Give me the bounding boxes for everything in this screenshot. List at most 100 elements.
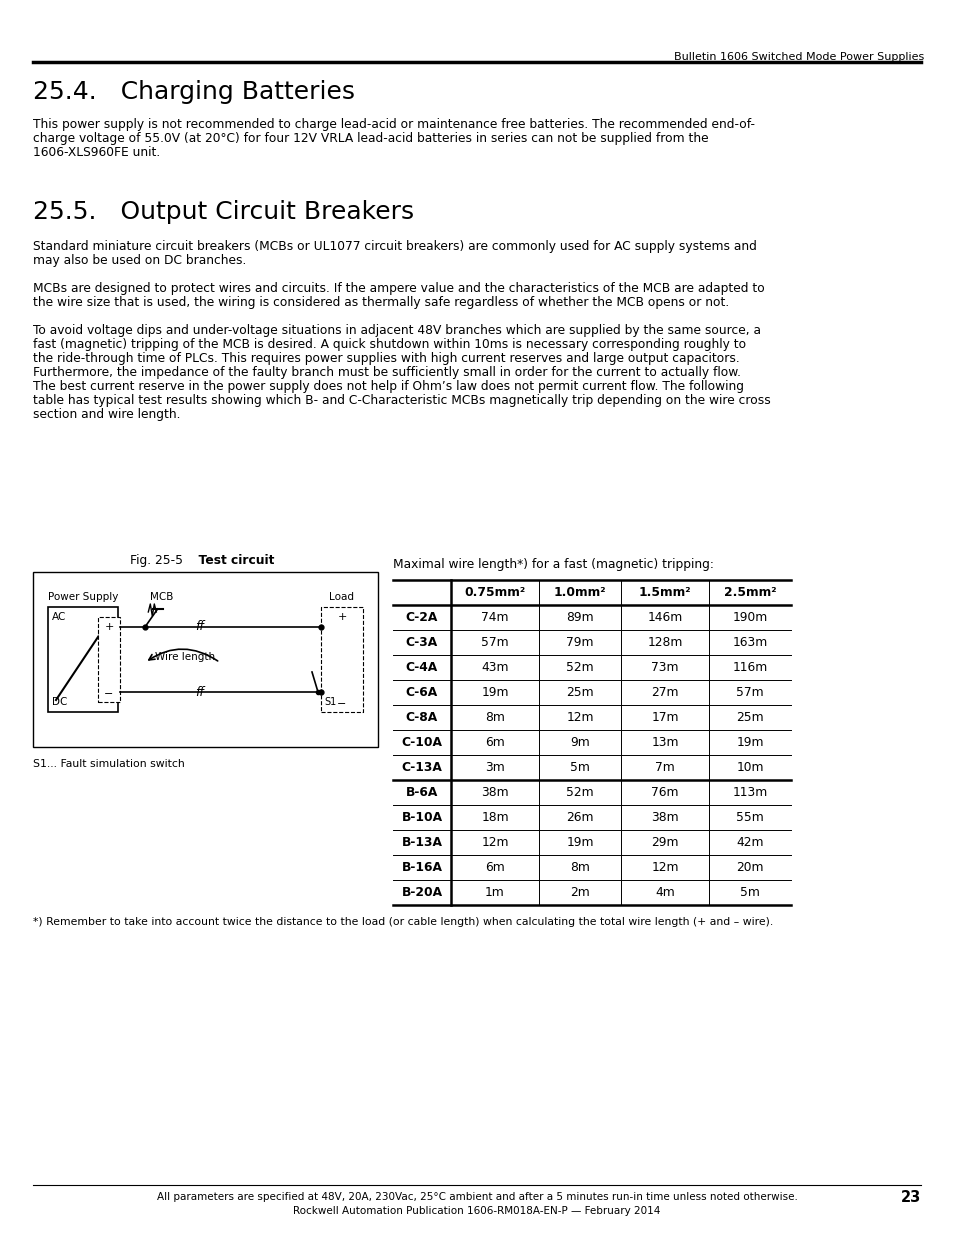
Text: B-6A: B-6A bbox=[405, 785, 437, 799]
Text: Test circuit: Test circuit bbox=[191, 555, 274, 567]
Text: −: − bbox=[337, 699, 346, 709]
Text: 55m: 55m bbox=[736, 811, 763, 824]
Text: 12m: 12m bbox=[651, 861, 678, 874]
Text: 13m: 13m bbox=[651, 736, 678, 748]
Text: 5m: 5m bbox=[570, 761, 589, 774]
Text: S1: S1 bbox=[324, 697, 335, 706]
Text: 190m: 190m bbox=[732, 611, 767, 624]
Text: 27m: 27m bbox=[651, 685, 678, 699]
Text: 6m: 6m bbox=[485, 861, 504, 874]
Text: 12m: 12m bbox=[566, 711, 593, 724]
Text: MCBs are designed to protect wires and circuits. If the ampere value and the cha: MCBs are designed to protect wires and c… bbox=[33, 282, 764, 295]
Text: MCB: MCB bbox=[150, 592, 173, 601]
Text: 17m: 17m bbox=[651, 711, 678, 724]
Text: Maximal wire length*) for a fast (magnetic) tripping:: Maximal wire length*) for a fast (magnet… bbox=[393, 558, 713, 571]
Text: 5m: 5m bbox=[740, 885, 760, 899]
Text: C-10A: C-10A bbox=[401, 736, 442, 748]
Text: 128m: 128m bbox=[647, 636, 682, 650]
Text: 4m: 4m bbox=[655, 885, 674, 899]
Text: The best current reserve in the power supply does not help if Ohm’s law does not: The best current reserve in the power su… bbox=[33, 380, 743, 393]
Text: 29m: 29m bbox=[651, 836, 678, 848]
Bar bbox=[320, 606, 363, 713]
Text: 10m: 10m bbox=[736, 761, 763, 774]
Text: 52m: 52m bbox=[565, 661, 593, 674]
Text: C-4A: C-4A bbox=[405, 661, 437, 674]
Text: 25.5.   Output Circuit Breakers: 25.5. Output Circuit Breakers bbox=[33, 200, 414, 224]
Text: 23: 23 bbox=[900, 1191, 920, 1205]
Text: 20m: 20m bbox=[736, 861, 763, 874]
Text: 7m: 7m bbox=[655, 761, 674, 774]
Text: C-8A: C-8A bbox=[405, 711, 437, 724]
Text: 52m: 52m bbox=[565, 785, 593, 799]
Text: −: − bbox=[104, 689, 113, 699]
Text: 79m: 79m bbox=[566, 636, 593, 650]
Text: +: + bbox=[337, 613, 346, 622]
Text: C-2A: C-2A bbox=[405, 611, 437, 624]
Text: 0.75mm²: 0.75mm² bbox=[464, 585, 525, 599]
Text: B-16A: B-16A bbox=[401, 861, 442, 874]
Bar bbox=[98, 618, 120, 701]
Bar bbox=[33, 572, 377, 747]
Text: 163m: 163m bbox=[732, 636, 767, 650]
Text: 113m: 113m bbox=[732, 785, 767, 799]
Text: Wire length: Wire length bbox=[154, 652, 214, 662]
Text: 43m: 43m bbox=[480, 661, 508, 674]
Text: 6m: 6m bbox=[485, 736, 504, 748]
Text: 8m: 8m bbox=[570, 861, 589, 874]
Text: 38m: 38m bbox=[480, 785, 508, 799]
Text: 26m: 26m bbox=[566, 811, 593, 824]
Text: 18m: 18m bbox=[480, 811, 508, 824]
Text: ff: ff bbox=[195, 620, 204, 634]
Text: This power supply is not recommended to charge lead-acid or maintenance free bat: This power supply is not recommended to … bbox=[33, 119, 754, 131]
Text: 1m: 1m bbox=[485, 885, 504, 899]
Text: 25m: 25m bbox=[565, 685, 593, 699]
Text: 19m: 19m bbox=[480, 685, 508, 699]
Text: ff: ff bbox=[195, 685, 204, 699]
Text: table has typical test results showing which B- and C-Characteristic MCBs magnet: table has typical test results showing w… bbox=[33, 394, 770, 408]
Text: C-13A: C-13A bbox=[401, 761, 442, 774]
Text: the wire size that is used, the wiring is considered as thermally safe regardles: the wire size that is used, the wiring i… bbox=[33, 296, 728, 309]
Text: To avoid voltage dips and under-voltage situations in adjacent 48V branches whic: To avoid voltage dips and under-voltage … bbox=[33, 324, 760, 337]
Text: 19m: 19m bbox=[566, 836, 593, 848]
Text: 8m: 8m bbox=[484, 711, 504, 724]
Text: 76m: 76m bbox=[651, 785, 678, 799]
Text: 38m: 38m bbox=[651, 811, 679, 824]
Bar bbox=[48, 606, 118, 713]
Text: 3m: 3m bbox=[485, 761, 504, 774]
Text: 74m: 74m bbox=[480, 611, 508, 624]
Text: 25.4.   Charging Batteries: 25.4. Charging Batteries bbox=[33, 80, 355, 104]
Text: 42m: 42m bbox=[736, 836, 763, 848]
Text: 1.5mm²: 1.5mm² bbox=[638, 585, 691, 599]
Text: fast (magnetic) tripping of the MCB is desired. A quick shutdown within 10ms is : fast (magnetic) tripping of the MCB is d… bbox=[33, 338, 745, 351]
Text: Fig. 25-5: Fig. 25-5 bbox=[130, 555, 191, 567]
Text: 57m: 57m bbox=[480, 636, 508, 650]
Text: 1606-XLS960FE unit.: 1606-XLS960FE unit. bbox=[33, 146, 160, 159]
Text: C-6A: C-6A bbox=[405, 685, 437, 699]
Text: B-13A: B-13A bbox=[401, 836, 442, 848]
Text: B-10A: B-10A bbox=[401, 811, 442, 824]
Text: 146m: 146m bbox=[647, 611, 682, 624]
Text: 9m: 9m bbox=[570, 736, 589, 748]
Text: 73m: 73m bbox=[651, 661, 678, 674]
Text: B-20A: B-20A bbox=[401, 885, 442, 899]
Text: DC: DC bbox=[52, 697, 68, 706]
Text: C-3A: C-3A bbox=[405, 636, 437, 650]
Text: Rockwell Automation Publication 1606-RM018A-EN-P — February 2014: Rockwell Automation Publication 1606-RM0… bbox=[293, 1207, 660, 1216]
Text: Standard miniature circuit breakers (MCBs or UL1077 circuit breakers) are common: Standard miniature circuit breakers (MCB… bbox=[33, 240, 756, 253]
Text: S1... Fault simulation switch: S1... Fault simulation switch bbox=[33, 760, 185, 769]
Text: 2.5mm²: 2.5mm² bbox=[723, 585, 776, 599]
Text: 19m: 19m bbox=[736, 736, 763, 748]
Text: AC: AC bbox=[52, 613, 67, 622]
Text: section and wire length.: section and wire length. bbox=[33, 408, 180, 421]
Text: 2m: 2m bbox=[570, 885, 589, 899]
Text: 116m: 116m bbox=[732, 661, 767, 674]
Text: charge voltage of 55.0V (at 20°C) for four 12V VRLA lead-acid batteries in serie: charge voltage of 55.0V (at 20°C) for fo… bbox=[33, 132, 708, 144]
Text: Furthermore, the impedance of the faulty branch must be sufficiently small in or: Furthermore, the impedance of the faulty… bbox=[33, 366, 740, 379]
Text: 57m: 57m bbox=[736, 685, 763, 699]
Text: All parameters are specified at 48V, 20A, 230Vac, 25°C ambient and after a 5 min: All parameters are specified at 48V, 20A… bbox=[156, 1192, 797, 1202]
Text: +: + bbox=[104, 622, 113, 632]
Text: Load: Load bbox=[329, 592, 355, 601]
Text: *) Remember to take into account twice the distance to the load (or cable length: *) Remember to take into account twice t… bbox=[33, 918, 773, 927]
Text: 1.0mm²: 1.0mm² bbox=[553, 585, 606, 599]
Text: 12m: 12m bbox=[480, 836, 508, 848]
